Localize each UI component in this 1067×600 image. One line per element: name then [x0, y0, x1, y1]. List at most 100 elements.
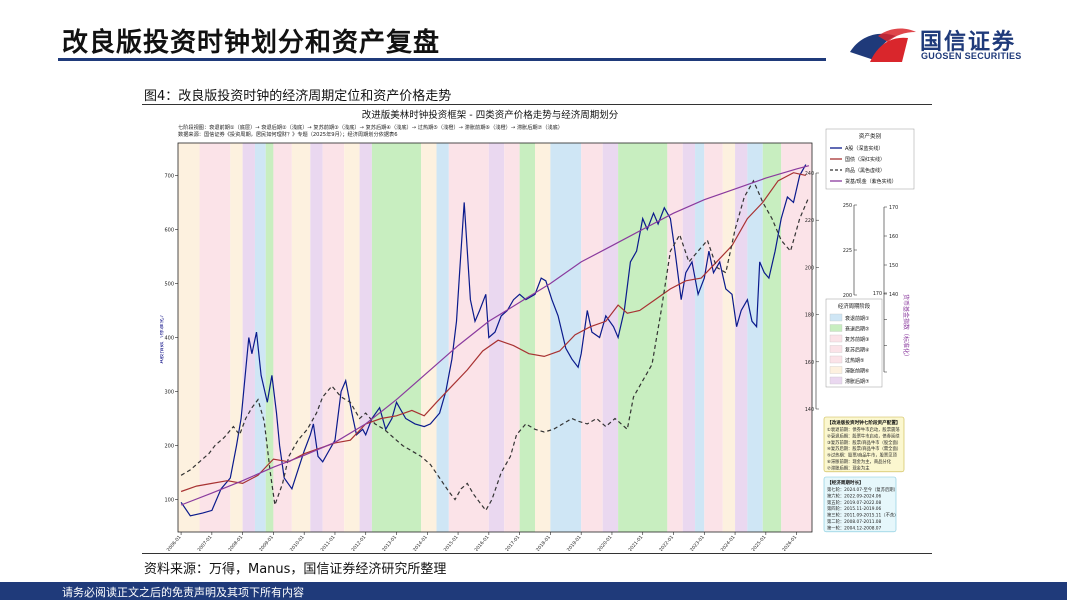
title-rule	[58, 58, 826, 61]
legends: 资产类别 A股（深蓝实线） 国债（深红实线） 商品（黑色虚线） 货基/现金（紫色实线） 经…	[823, 128, 915, 533]
phase-band	[618, 143, 668, 532]
mid-axis-1-tick-label: 180	[805, 313, 814, 319]
mid-axis-1-tick-label: 220	[805, 218, 814, 224]
cycle-duration-note-line: 第五轮：2019.07-2022.08	[827, 499, 882, 506]
x-tick-label: 2006-01	[166, 534, 183, 551]
phase-legend-label: 衰退后期②	[845, 326, 870, 333]
logo-subtext: GUOSEN SECURITIES	[921, 51, 1022, 61]
footer-bar: 请务必阅读正文之后的免责声明及其项下所有内容	[0, 582, 1067, 600]
x-tick-label: 2015-01	[443, 534, 460, 551]
chart-container: 100 200 300 400 500 600 700 A股指数（标准化） 2006-01 200…	[157, 107, 920, 553]
phase-band	[704, 143, 723, 532]
phase-legend-swatch	[829, 366, 843, 374]
mid-axis-3-tick-label: 160	[889, 234, 898, 240]
figure-caption: 图4：改良版投资时钟的经济周期定位和资产价格走势	[144, 89, 452, 104]
phase-band	[682, 143, 696, 532]
x-tick-label: 2021-01	[627, 534, 644, 551]
x-tick-label: 2012-01	[350, 534, 367, 551]
y-tick-label: 300	[164, 390, 174, 396]
phase-band	[254, 143, 266, 532]
mid-axis-2-tick-label: 250	[843, 203, 852, 209]
asset-legend-label: 国债（深红实线）	[845, 156, 885, 163]
axes: 100 200 300 400 500 600 700 A股指数（标准化） 2006-01 200…	[157, 142, 910, 553]
phase-band	[535, 143, 551, 532]
x-tick-label: 2019-01	[566, 534, 583, 551]
x-tick-label: 2017-01	[504, 534, 521, 551]
phase-band	[178, 143, 200, 532]
y-axis-label: A股指数（标准化）	[160, 311, 165, 363]
phase-band	[322, 143, 345, 532]
series-lines	[180, 164, 810, 517]
x-tick-label: 2010-01	[289, 534, 306, 551]
logo-emblem-icon	[850, 28, 916, 62]
series-line-商品	[180, 179, 810, 512]
series-line-A股	[180, 164, 807, 517]
phase-legend-label: 滞胀前期⑥	[845, 368, 870, 375]
phase-band	[199, 143, 231, 532]
cycle-duration-note-line: 第三轮：2011.09-2015.11（不含）	[827, 512, 898, 519]
chart-subtitle-1: 七阶段视图：衰退前期①（底层）→ 衰退后期②（浅底）→ 复苏前期③（浅底）→ 复…	[178, 123, 563, 131]
allocation-note-line: ⑤过热期：股票/商品牛市，股票见顶	[827, 452, 897, 459]
phase-band	[344, 143, 360, 532]
allocation-note-box	[823, 416, 905, 473]
cycle-duration-note-line: 第四轮：2015.11-2019.06	[827, 505, 882, 512]
cycle-duration-note-line: 第六轮：2022.09-2024.06	[827, 492, 882, 499]
y-tick-label: 200	[164, 444, 174, 450]
chart-title: 改进版美林时钟投资框架 - 四类资产价格走势与经济周期划分	[362, 109, 619, 121]
phase-legend-label: 复苏前期③	[845, 336, 869, 343]
source-note: 资料来源：万得，Manus，国信证券经济研究所整理	[144, 562, 447, 577]
x-tick-label: 2014-01	[412, 534, 429, 551]
allocation-note-line: ②衰退后期：股票牛市启动，债券延续	[827, 432, 900, 439]
y-tick-label: 700	[164, 173, 174, 179]
phase-band	[581, 143, 603, 532]
phase-band	[371, 143, 422, 532]
allocation-note-line: ③复苏前期：股票/商品牛市（股全面）	[827, 439, 901, 446]
x-tick-label: 2011-01	[320, 534, 337, 551]
phase-band	[602, 143, 619, 532]
phase-band	[291, 143, 311, 532]
phase-band	[762, 143, 782, 532]
source-divider	[142, 553, 932, 554]
phase-band	[359, 143, 372, 532]
phase-legend-swatch	[829, 376, 843, 385]
page-title: 改良版投资时钟划分和资产复盘	[62, 28, 441, 58]
x-tick-label: 2018-01	[535, 534, 552, 551]
x-tick-label: 2025-01	[750, 534, 767, 551]
asset-legend-label: 货基/现金（紫色实线）	[845, 178, 897, 185]
asset-legend-title: 资产类别	[859, 132, 882, 140]
y-tick-label: 600	[164, 227, 174, 233]
mid-axis-3-tick-label: 150	[889, 263, 898, 269]
phase-band	[550, 143, 582, 532]
y-tick-label: 100	[164, 498, 174, 504]
x-tick-label: 2007-01	[196, 534, 213, 551]
cycle-duration-note-box	[823, 476, 897, 533]
phase-legend-swatch	[829, 355, 843, 364]
phase-band	[436, 143, 449, 532]
x-tick-label: 2013-01	[381, 534, 398, 551]
mid-axis-3-tick-label: 170	[889, 205, 898, 211]
mid-axis-1-tick-label: 160	[805, 360, 814, 366]
mid-axis-3-tick-label: 140	[889, 292, 898, 298]
mid-axis-1-tick-label: 140	[805, 407, 814, 413]
x-tick-label: 2026-01	[781, 534, 798, 551]
allocation-note-line: ⑦滞胀后期：现金为主	[827, 464, 870, 471]
logo-text: 国信证券	[920, 30, 1017, 55]
caption-divider	[142, 104, 932, 105]
x-tick-label: 2020-01	[597, 534, 614, 551]
y-right-label: 货币基金指数（标准化）	[902, 294, 910, 360]
allocation-note-line: ⑥滞胀前期：现金为主，商品分化	[827, 458, 892, 465]
investment-clock-chart: 100 200 300 400 500 600 700 A股指数（标准化） 2006-01 200…	[157, 109, 915, 553]
cycle-duration-note-line: 第二轮：2008.07-2011.08	[827, 518, 882, 525]
phase-band	[667, 143, 683, 532]
y-tick-label: 500	[164, 281, 174, 287]
footer-disclaimer: 请务必阅读正文之后的免责声明及其项下所有内容	[62, 586, 304, 599]
asset-legend-label: 商品（黑色虚线）	[845, 167, 885, 174]
phase-band	[722, 143, 736, 532]
phase-bands	[178, 143, 812, 532]
x-tick-label: 2023-01	[689, 534, 706, 551]
allocation-note-line: ④复苏后期：股票/商品牛市（需全面）	[827, 445, 901, 452]
x-tick-label: 2009-01	[258, 534, 275, 551]
mid-axis-2-tick-label: 200	[843, 293, 852, 299]
phase-band	[273, 143, 292, 532]
phase-band	[747, 143, 763, 532]
